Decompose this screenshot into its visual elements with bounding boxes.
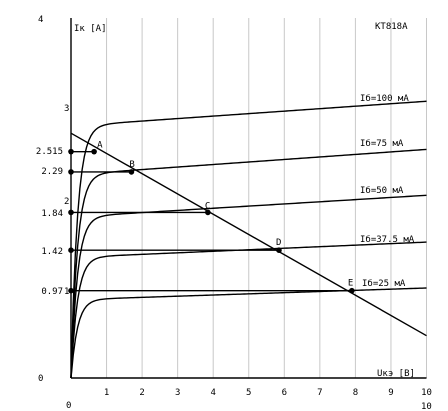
axis-dot-A xyxy=(68,148,74,155)
y-tick-label-1: 1 xyxy=(64,287,69,297)
series-label-1: Iб=100 мА xyxy=(360,93,409,104)
axis-dot-B xyxy=(68,169,74,175)
series-label-4: Iб=37.5 мА xyxy=(360,234,415,245)
y-marked-label-0.97: 0.97 xyxy=(41,287,63,297)
axes xyxy=(70,18,427,379)
y-axis-label: Iк [А] xyxy=(74,24,107,34)
y-tick-label-3: 3 xyxy=(64,104,69,114)
y-tick-label-2: 2 xyxy=(64,197,69,207)
x-tick-label-4: 4 xyxy=(210,388,215,398)
x-tick-label-6: 6 xyxy=(282,388,287,398)
x-unit-suffix: 10 xyxy=(421,402,432,411)
operating-point-label-E: E xyxy=(348,279,353,289)
chart-title: КТ818А xyxy=(375,22,408,32)
operating-point-label-A: A xyxy=(97,141,103,151)
labels: КТ818А Iк [А] Uкэ [В] 10 0 1 2 3 4 5 6 7 8 9 10 0 1… xyxy=(36,15,432,411)
series-label-5: Iб=25 мА xyxy=(362,278,406,289)
axis-dot-D xyxy=(68,247,74,253)
x-zero-label: 0 xyxy=(66,401,71,411)
operating-point-E xyxy=(349,287,355,294)
x-tick-label-1: 1 xyxy=(104,388,109,398)
y-tick-label-0: 0 xyxy=(38,374,43,384)
operating-point-label-C: C xyxy=(205,201,210,211)
series-label-2: Iб=75 мА xyxy=(360,138,404,149)
series-curve-3 xyxy=(70,194,427,379)
operating-point-C xyxy=(205,209,211,216)
x-tick-label-9: 9 xyxy=(388,388,393,398)
series-curve-5 xyxy=(70,287,427,379)
operating-points xyxy=(68,148,355,294)
series-label-3: Iб=50 мА xyxy=(360,185,404,196)
y-marked-label-2.515: 2.515 xyxy=(36,147,63,157)
x-tick-label-5: 5 xyxy=(246,388,251,398)
x-tick-label-3: 3 xyxy=(175,388,180,398)
x-tick-label-8: 8 xyxy=(353,388,358,398)
load-line-group xyxy=(70,132,427,337)
x-tick-label-7: 7 xyxy=(317,388,322,398)
x-tick-label-10: 10 xyxy=(421,388,432,398)
series-curve-1 xyxy=(70,100,427,379)
x-axis-label: Uкэ [В] xyxy=(377,369,415,379)
operating-lines xyxy=(71,150,352,292)
operating-point-D xyxy=(276,247,282,253)
y-marked-label-1.42: 1.42 xyxy=(41,247,63,257)
operating-point-label-D: D xyxy=(276,238,281,248)
operating-point-B xyxy=(128,169,135,175)
y-tick-label-4: 4 xyxy=(38,15,43,25)
x-tick-label-2: 2 xyxy=(139,388,144,398)
y-marked-label-2.29: 2.29 xyxy=(41,167,63,177)
operating-point-A xyxy=(91,148,97,155)
axis-dot-C xyxy=(68,209,74,216)
axis-dot-E xyxy=(68,287,74,294)
operating-point-label-B: B xyxy=(129,160,134,170)
y-marked-label-1.84: 1.84 xyxy=(41,209,63,219)
load-line xyxy=(70,132,427,337)
